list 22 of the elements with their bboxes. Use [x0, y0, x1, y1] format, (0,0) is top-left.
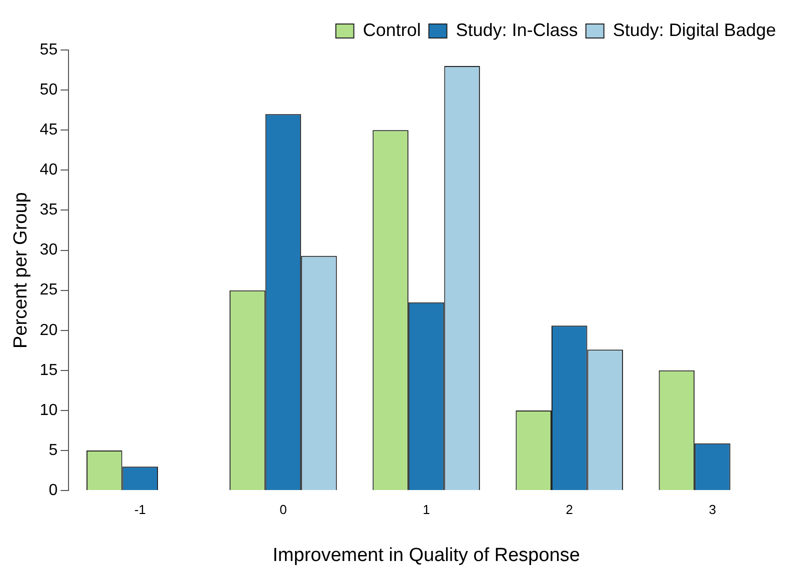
y-tick-label: 40 — [40, 162, 58, 179]
x-tick-label: 1 — [422, 502, 430, 517]
y-tick-label: 30 — [40, 242, 58, 259]
y-tick-label: 10 — [40, 402, 58, 419]
x-tick-label: 0 — [280, 502, 287, 517]
y-tick-label: 55 — [40, 41, 58, 58]
y-tick-label: 15 — [40, 362, 58, 379]
y-tick-label: 20 — [40, 322, 58, 339]
y-tick-label: 35 — [40, 202, 58, 219]
y-tick-label: 50 — [40, 81, 58, 98]
legend-label: Study: In-Class — [456, 20, 578, 40]
x-tick-label: -1 — [134, 502, 146, 517]
x-tick-label: 2 — [566, 502, 573, 517]
x-axis-title: Improvement in Quality of Response — [272, 544, 580, 566]
y-tick-label: 45 — [40, 122, 58, 139]
legend-label: Study: Digital Badge — [612, 20, 776, 40]
y-tick-label: 0 — [48, 482, 58, 500]
x-tick-label: 3 — [708, 502, 716, 517]
y-tick-label: 5 — [48, 442, 58, 459]
y-tick-label: 25 — [40, 282, 58, 299]
y-axis-title: Percent per Group — [10, 192, 32, 348]
legend-label: Control — [362, 20, 421, 40]
